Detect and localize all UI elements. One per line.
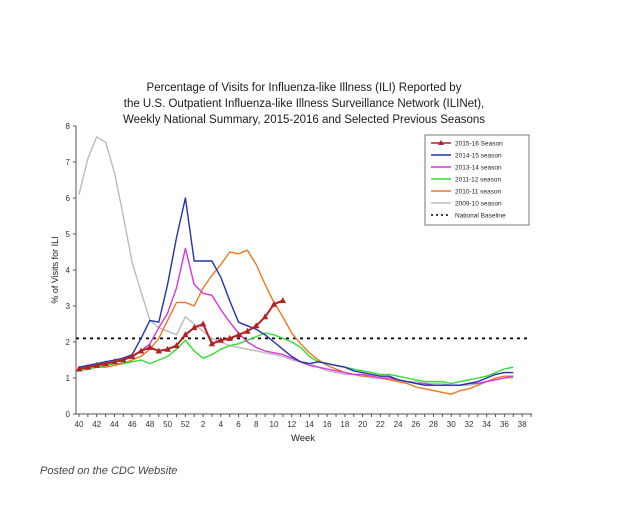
series-line-2014-15-season bbox=[78, 197, 514, 386]
x-tick-label: 18 bbox=[340, 420, 349, 429]
legend-label: National Baseline bbox=[455, 213, 506, 220]
y-tick-label: 7 bbox=[66, 158, 71, 167]
x-tick-label: 22 bbox=[376, 420, 385, 429]
y-tick-label: 5 bbox=[66, 230, 71, 239]
data-point-2015-16-season bbox=[244, 327, 251, 334]
x-axis-label: Week bbox=[291, 433, 315, 444]
data-point-2015-16-season bbox=[235, 331, 242, 338]
x-tick-label: 2 bbox=[201, 420, 206, 429]
x-tick-label: 32 bbox=[465, 420, 474, 429]
data-point-2015-16-season bbox=[261, 313, 269, 320]
data-point-2015-16-season bbox=[226, 334, 233, 341]
data-point-2015-16-season bbox=[270, 300, 278, 307]
legend-label: 2009-10 season bbox=[455, 201, 502, 208]
series-line-2009-10-season bbox=[78, 136, 514, 386]
y-tick-label: 3 bbox=[66, 302, 71, 311]
data-point-2015-16-season bbox=[128, 352, 136, 359]
y-tick-label: 1 bbox=[66, 374, 71, 383]
x-tick-label: 38 bbox=[518, 420, 527, 429]
data-point-2015-16-season bbox=[146, 343, 154, 350]
legend-marker bbox=[438, 140, 444, 145]
data-point-2015-16-season bbox=[155, 347, 162, 354]
data-point-2015-16-season bbox=[84, 363, 92, 370]
x-tick-label: 12 bbox=[287, 420, 296, 429]
x-tick-label: 44 bbox=[110, 420, 119, 429]
y-tick-label: 2 bbox=[66, 338, 71, 347]
x-tick-label: 30 bbox=[447, 420, 456, 429]
data-point-2015-16-season bbox=[120, 356, 127, 363]
x-tick-label: 8 bbox=[254, 420, 259, 429]
x-tick-label: 14 bbox=[305, 420, 314, 429]
data-point-2015-16-season bbox=[191, 324, 198, 331]
legend-label: 2013-14 season bbox=[455, 165, 502, 172]
x-tick-label: 24 bbox=[394, 420, 403, 429]
legend: 2015-16 Season 2014-15 season 2013-14 seas… bbox=[424, 134, 530, 226]
x-tick-label: 52 bbox=[181, 420, 190, 429]
chart-title-line-1: Percentage of Visits for Influenza-like … bbox=[147, 82, 462, 94]
data-point-2015-16-season bbox=[199, 320, 207, 327]
series-layer bbox=[75, 136, 514, 395]
series-line-2011-12-season bbox=[78, 332, 514, 385]
x-tick-label: 48 bbox=[145, 420, 154, 429]
y-tick-label: 0 bbox=[66, 410, 71, 419]
x-tick-label: 50 bbox=[163, 420, 172, 429]
x-tick-label: 34 bbox=[482, 420, 491, 429]
y-tick-label: 6 bbox=[66, 194, 71, 203]
x-tick-label: 6 bbox=[236, 420, 241, 429]
source-caption: Posted on the CDC Website bbox=[40, 465, 178, 477]
x-tick-label: 42 bbox=[92, 420, 101, 429]
data-point-2015-16-season bbox=[173, 342, 180, 349]
x-tick-label: 36 bbox=[500, 420, 509, 429]
x-tick-label: 28 bbox=[429, 420, 438, 429]
y-tick-label: 8 bbox=[66, 122, 71, 131]
x-tick-label: 16 bbox=[323, 420, 332, 429]
data-point-2015-16-season bbox=[93, 361, 100, 368]
series-line-2013-14-season bbox=[78, 247, 514, 386]
y-tick-label: 4 bbox=[66, 266, 71, 275]
x-tick-label: 26 bbox=[411, 420, 420, 429]
data-point-2015-16-season bbox=[279, 297, 287, 304]
x-tick-label: 4 bbox=[219, 420, 224, 429]
x-tick-label: 40 bbox=[75, 420, 84, 429]
x-tick-label: 46 bbox=[128, 420, 137, 429]
legend-box bbox=[424, 134, 530, 226]
x-tick-label: 10 bbox=[270, 420, 279, 429]
chart-title: Percentage of Visits for Influenza-like … bbox=[123, 82, 485, 126]
data-point-2015-16-season bbox=[217, 336, 225, 343]
legend-label: 2010-11 season bbox=[455, 189, 502, 196]
series-line-2015-16-season bbox=[78, 299, 284, 370]
chart-title-line-3: Weekly National Summary, 2015-2016 and S… bbox=[123, 114, 485, 126]
data-point-2015-16-season bbox=[164, 345, 171, 352]
data-point-2015-16-season bbox=[182, 331, 189, 338]
data-point-2015-16-season bbox=[208, 340, 216, 347]
chart-title-line-2: the U.S. Outpatient Influenza-like Illne… bbox=[124, 98, 485, 110]
legend-label: 2014-15 season bbox=[455, 153, 502, 160]
data-point-2015-16-season bbox=[253, 322, 260, 329]
data-point-2015-16-season bbox=[75, 365, 83, 372]
legend-label: 2011-12 season bbox=[455, 177, 502, 184]
y-axis-label: % of Visits for ILI bbox=[50, 236, 60, 303]
data-point-2015-16-season bbox=[111, 358, 118, 365]
x-tick-label: 20 bbox=[358, 420, 367, 429]
data-point-2015-16-season bbox=[137, 347, 145, 354]
series-line-2010-11-season bbox=[78, 249, 514, 395]
legend-label: 2015-16 Season bbox=[455, 141, 503, 148]
data-point-2015-16-season bbox=[102, 360, 109, 367]
